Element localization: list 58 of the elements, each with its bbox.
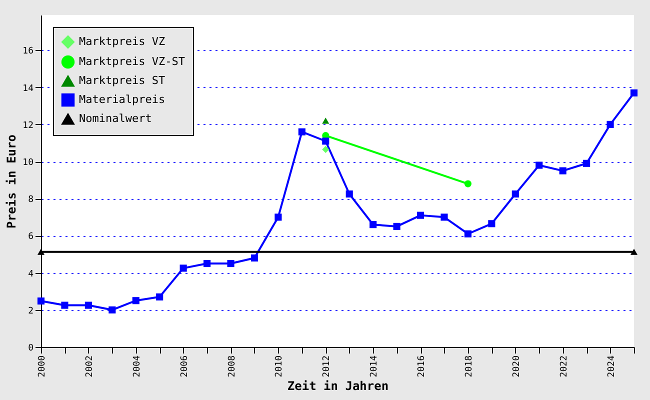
point [464, 230, 472, 238]
legend-label: Materialpreis [79, 93, 166, 106]
y-tick-label: 14 [22, 84, 34, 94]
point [559, 167, 566, 174]
x-tick-label: 2020 [512, 356, 522, 378]
point [180, 264, 187, 272]
point [440, 214, 448, 221]
x-tick-label: 2012 [322, 356, 332, 378]
point [630, 89, 638, 96]
y-tick-label: 16 [22, 46, 34, 57]
x-tick-label: 2016 [417, 356, 428, 378]
point [61, 302, 68, 309]
legend-label: Marktpreis VZ-ST [79, 55, 186, 68]
point [416, 212, 424, 219]
y-tick-label: 8 [28, 195, 34, 206]
point [370, 221, 377, 228]
point [37, 297, 45, 305]
x-tick-label: 2002 [84, 356, 95, 378]
x-tick-label: 2014 [370, 356, 380, 378]
point [204, 260, 211, 268]
point [488, 220, 496, 228]
point [322, 118, 330, 124]
y-tick-label: 12 [22, 120, 34, 131]
legend-label: Nominalwert [79, 112, 152, 125]
x-tick-label: 2018 [464, 356, 474, 378]
point [156, 293, 164, 300]
x-tick-label: 2004 [132, 356, 142, 378]
point [84, 302, 92, 309]
point [393, 222, 400, 230]
x-axis-title: Zeit in Jahren [287, 379, 389, 394]
legend-label: Marktpreis VZ [79, 35, 166, 48]
point [298, 128, 306, 136]
point [536, 162, 543, 169]
legend-label: Marktpreis ST [79, 74, 166, 87]
y-tick-label: 10 [22, 158, 34, 168]
y-tick-label: 2 [28, 306, 34, 316]
x-tick-label: 2008 [227, 356, 238, 378]
point [227, 260, 234, 268]
x-tick-label: 2006 [180, 356, 190, 378]
x-tick-label: 2010 [274, 356, 285, 378]
point [274, 214, 282, 221]
point [108, 306, 116, 314]
point [322, 146, 330, 154]
point [346, 190, 353, 198]
point [606, 120, 614, 128]
x-tick-label: 2022 [559, 356, 570, 378]
point [322, 138, 330, 145]
point [250, 254, 258, 262]
point [132, 297, 140, 304]
point [512, 190, 519, 198]
y-tick-label: 6 [28, 232, 34, 242]
x-tick-label: 2000 [38, 356, 48, 378]
x-tick-label: 2024 [606, 356, 617, 378]
y-tick-label: 0 [28, 344, 34, 354]
y-axis-title: Preis in Euro [4, 134, 19, 228]
point [583, 160, 590, 167]
y-tick-label: 4 [28, 269, 34, 280]
point [464, 180, 472, 188]
